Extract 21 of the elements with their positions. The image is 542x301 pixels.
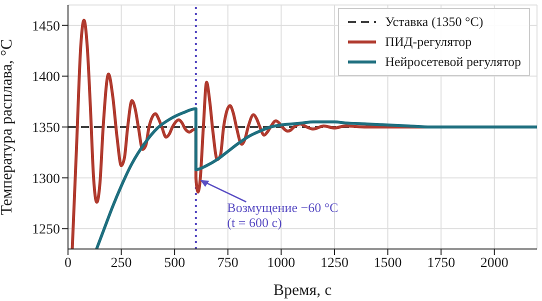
x-axis-title: Время, с xyxy=(273,282,332,299)
annotation: Возмущение −60 °C (t = 600 с) xyxy=(227,200,338,230)
y-tick-label: 1450 xyxy=(32,19,60,34)
line-series xyxy=(95,107,537,249)
y-tick-label: 1350 xyxy=(32,120,60,136)
x-tick-label: 1750 xyxy=(427,256,456,271)
legend-label: Нейросетевой регулятор xyxy=(385,53,521,71)
x-tick-label: 750 xyxy=(217,256,238,271)
x-tick-label: 2000 xyxy=(480,256,508,271)
x-tick-label: 1250 xyxy=(320,256,348,271)
x-tick-label: 1000 xyxy=(267,256,296,271)
x-tick-label: 1500 xyxy=(374,256,402,271)
x-tick-label: 250 xyxy=(110,256,132,271)
y-tick-label: 1400 xyxy=(32,70,60,86)
legend-label: ПИД-регулятор xyxy=(385,33,472,51)
y-tick-label: 1250 xyxy=(32,222,60,238)
x-tick-label: 0 xyxy=(64,256,72,271)
x-tick-label: 500 xyxy=(164,256,186,271)
legend-label: Уставка (1350 °C) xyxy=(385,13,484,31)
y-axis-title: Температура расплава, °C xyxy=(0,39,16,215)
y-tick-label: 1300 xyxy=(32,172,60,187)
